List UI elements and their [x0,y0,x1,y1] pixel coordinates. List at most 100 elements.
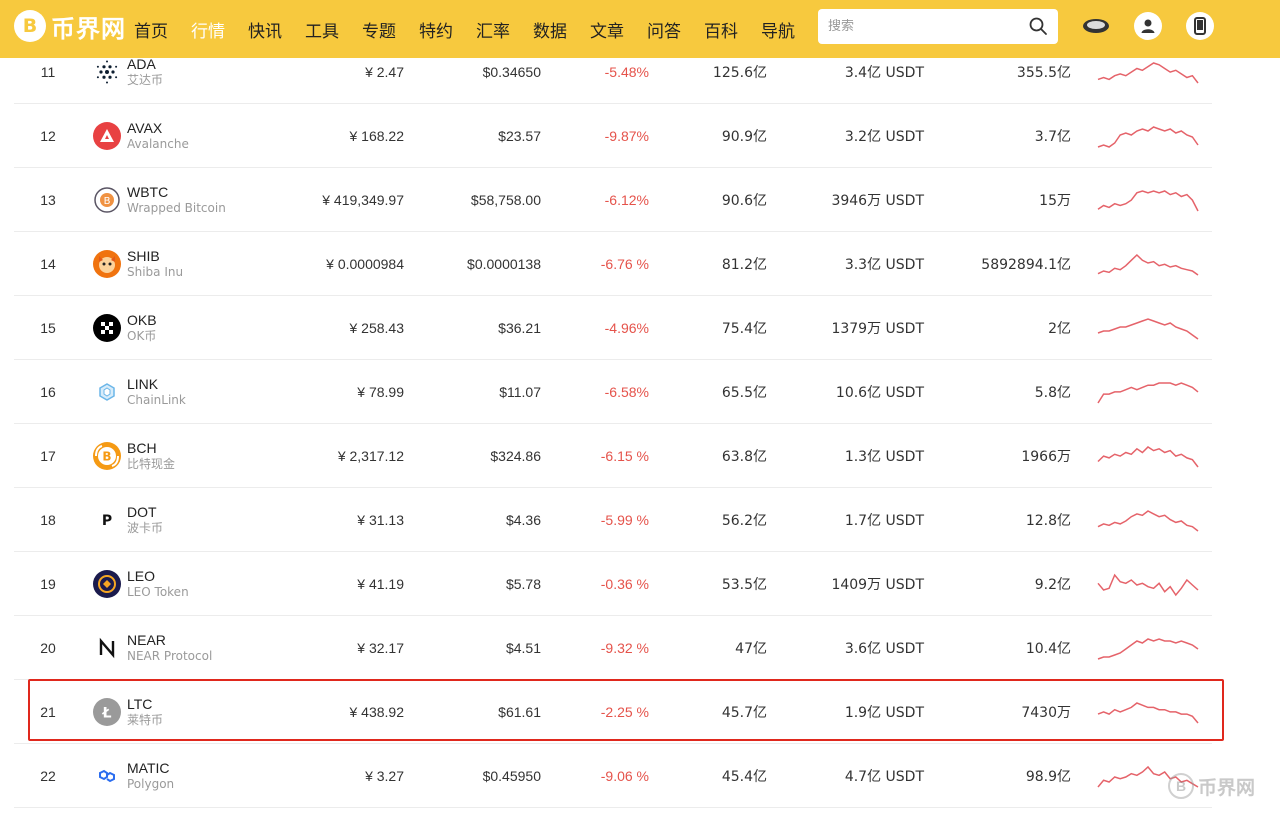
nav-item-3[interactable]: 工具 [305,21,339,42]
coin-name[interactable]: DOT 波卡币 [127,488,277,552]
coin-name[interactable]: NEAR NEAR Protocol [127,616,277,680]
sparkline-line [1097,253,1199,276]
circulating-supply: 10.4亿 [1025,641,1071,657]
circulating-supply: 2亿 [1048,321,1071,337]
sparkline-chart [1096,424,1200,488]
shiba-icon [92,232,122,296]
nav-item-1[interactable]: 行情 [191,21,225,42]
table-row[interactable]: 22 MATIC Polygon ¥ 3.27 $0.45950 -9.06 % 45.4亿… [14,744,1212,808]
volume-24h: 10.6亿 USDT [835,385,924,401]
search-icon[interactable] [1028,16,1048,36]
coin-name[interactable]: LTC 莱特币 [127,680,277,744]
sparkline-chart [1096,680,1200,744]
rank: 13 [40,192,56,208]
coin-fullname: OK币 [127,329,157,343]
price-cny: ¥ 419,349.97 [322,192,404,208]
rank: 16 [40,384,56,400]
coin-name[interactable]: AVAX Avalanche [127,104,277,168]
user-icon[interactable] [1134,12,1162,40]
coin-name[interactable]: ADA 艾达币 [127,40,277,104]
price-cny: ¥ 0.0000984 [326,256,404,272]
price-cny: ¥ 41.19 [357,576,404,592]
rank: 14 [40,256,56,272]
site-logo[interactable]: B 币界网 [14,10,126,43]
volume-24h: 3946万 USDT [831,193,924,209]
nav-item-11[interactable]: 导航 [761,21,795,42]
coin-name[interactable]: LINK ChainLink [127,360,277,424]
coin-fullname: Avalanche [127,137,189,151]
nav-item-5[interactable]: 特约 [419,21,453,42]
price-usd: $4.51 [505,640,541,656]
search-input[interactable] [828,19,1018,34]
top-header: B 币界网 首页 行情 快讯 工具 专题 特约 汇率 数据 文章 问答 百科 导航 [0,0,1280,58]
gamepad-icon[interactable] [1082,12,1110,40]
table-row[interactable]: 19 LEO LEO Token ¥ 41.19 $5.78 -0.36 % 53.5亿 14… [14,552,1212,616]
change-24h: -9.32 % [600,640,649,656]
nav-item-9[interactable]: 问答 [647,21,681,42]
nav-item-7[interactable]: 数据 [533,21,567,42]
price-cny: ¥ 3.27 [365,768,404,784]
volume-24h: 1.7亿 USDT [844,513,924,529]
sparkline-chart [1096,232,1200,296]
nav-item-6[interactable]: 汇率 [476,21,510,42]
coin-name[interactable]: MATIC Polygon [127,744,277,808]
avalanche-icon [92,104,122,168]
coin-symbol: WBTC [127,184,169,200]
table-row[interactable]: 18 P DOT 波卡币 ¥ 31.13 $4.36 -5.99 % 56.2亿 1.7亿 US… [14,488,1212,552]
table-row[interactable]: 12 AVAX Avalanche ¥ 168.22 $23.57 -9.87% 90.9亿… [14,104,1212,168]
circulating-supply: 12.8亿 [1025,513,1071,529]
coin-name[interactable]: WBTC Wrapped Bitcoin [127,168,277,232]
nav-item-4[interactable]: 专题 [362,21,396,42]
table-row[interactable]: 13 B WBTC Wrapped Bitcoin ¥ 419,349.97 $58,75… [14,168,1212,232]
watermark-logo-icon: B [1168,773,1194,799]
price-usd: $0.45950 [482,768,541,784]
price-usd: $23.57 [498,128,541,144]
change-24h: -9.06 % [600,768,649,784]
litecoin-icon: Ł [92,680,122,744]
okb-icon [92,296,122,360]
coin-name[interactable]: LEO LEO Token [127,552,277,616]
market-cap: 53.5亿 [721,577,767,593]
volume-24h: 4.7亿 USDT [844,769,924,785]
rank: 18 [40,512,56,528]
coin-name[interactable]: SHIB Shiba Inu [127,232,277,296]
table-row[interactable]: 17 B BCH 比特现金 ¥ 2,317.12 $324.86 -6.15 % 63.8亿 1… [14,424,1212,488]
nav-item-0[interactable]: 首页 [134,21,168,42]
nav-item-8[interactable]: 文章 [590,21,624,42]
price-usd: $5.78 [505,576,541,592]
volume-24h: 3.3亿 USDT [844,257,924,273]
table-row[interactable]: 11 ADA 艾达币 ¥ 2.47 $0.34650 -5.48% 125.6亿 3.4亿 U… [14,40,1212,104]
watermark-text: 币界网 [1198,776,1256,799]
coin-name[interactable]: OKB OK币 [127,296,277,360]
market-cap: 75.4亿 [721,321,767,337]
svg-text:B: B [102,450,111,464]
search-box [818,9,1058,44]
circulating-supply: 98.9亿 [1025,769,1071,785]
change-24h: -0.36 % [600,576,649,592]
rank: 20 [40,640,56,656]
sparkline-chart [1096,488,1200,552]
market-cap: 56.2亿 [721,513,767,529]
coin-symbol: LTC [127,696,153,712]
mobile-icon[interactable] [1186,12,1214,40]
volume-24h: 3.4亿 USDT [844,65,924,81]
nav-item-2[interactable]: 快讯 [248,21,282,42]
sparkline-line [1097,702,1199,724]
rank: 19 [40,576,56,592]
market-cap: 63.8亿 [721,449,767,465]
volume-24h: 1409万 USDT [831,577,924,593]
circulating-supply: 1966万 [1021,449,1071,465]
table-row[interactable]: 16 LINK ChainLink ¥ 78.99 $11.07 -6.58% 65.5亿 1… [14,360,1212,424]
table-row[interactable]: 21 Ł LTC 莱特币 ¥ 438.92 $61.61 -2.25 % 45.7亿 1.9亿 … [14,680,1212,744]
nav-item-10[interactable]: 百科 [704,21,738,42]
table-row[interactable]: 15 OKB OK币 ¥ 258.43 $36.21 -4.96% 75.4亿 1379万 U… [14,296,1212,360]
change-24h: -2.25 % [600,704,649,720]
coin-symbol: DOT [127,504,157,520]
sparkline-chart [1096,552,1200,616]
chainlink-icon [92,360,122,424]
table-row[interactable]: 14 SHIB Shiba Inu ¥ 0.0000984 $0.0000138 -6.7… [14,232,1212,296]
volume-24h: 3.6亿 USDT [844,641,924,657]
coin-name[interactable]: BCH 比特现金 [127,424,277,488]
table-row[interactable]: 20 NEAR NEAR Protocol ¥ 32.17 $4.51 -9.32 % 47… [14,616,1212,680]
coin-market-table: 11 ADA 艾达币 ¥ 2.47 $0.34650 -5.48% 125.6亿 3.4亿 U… [14,40,1212,808]
